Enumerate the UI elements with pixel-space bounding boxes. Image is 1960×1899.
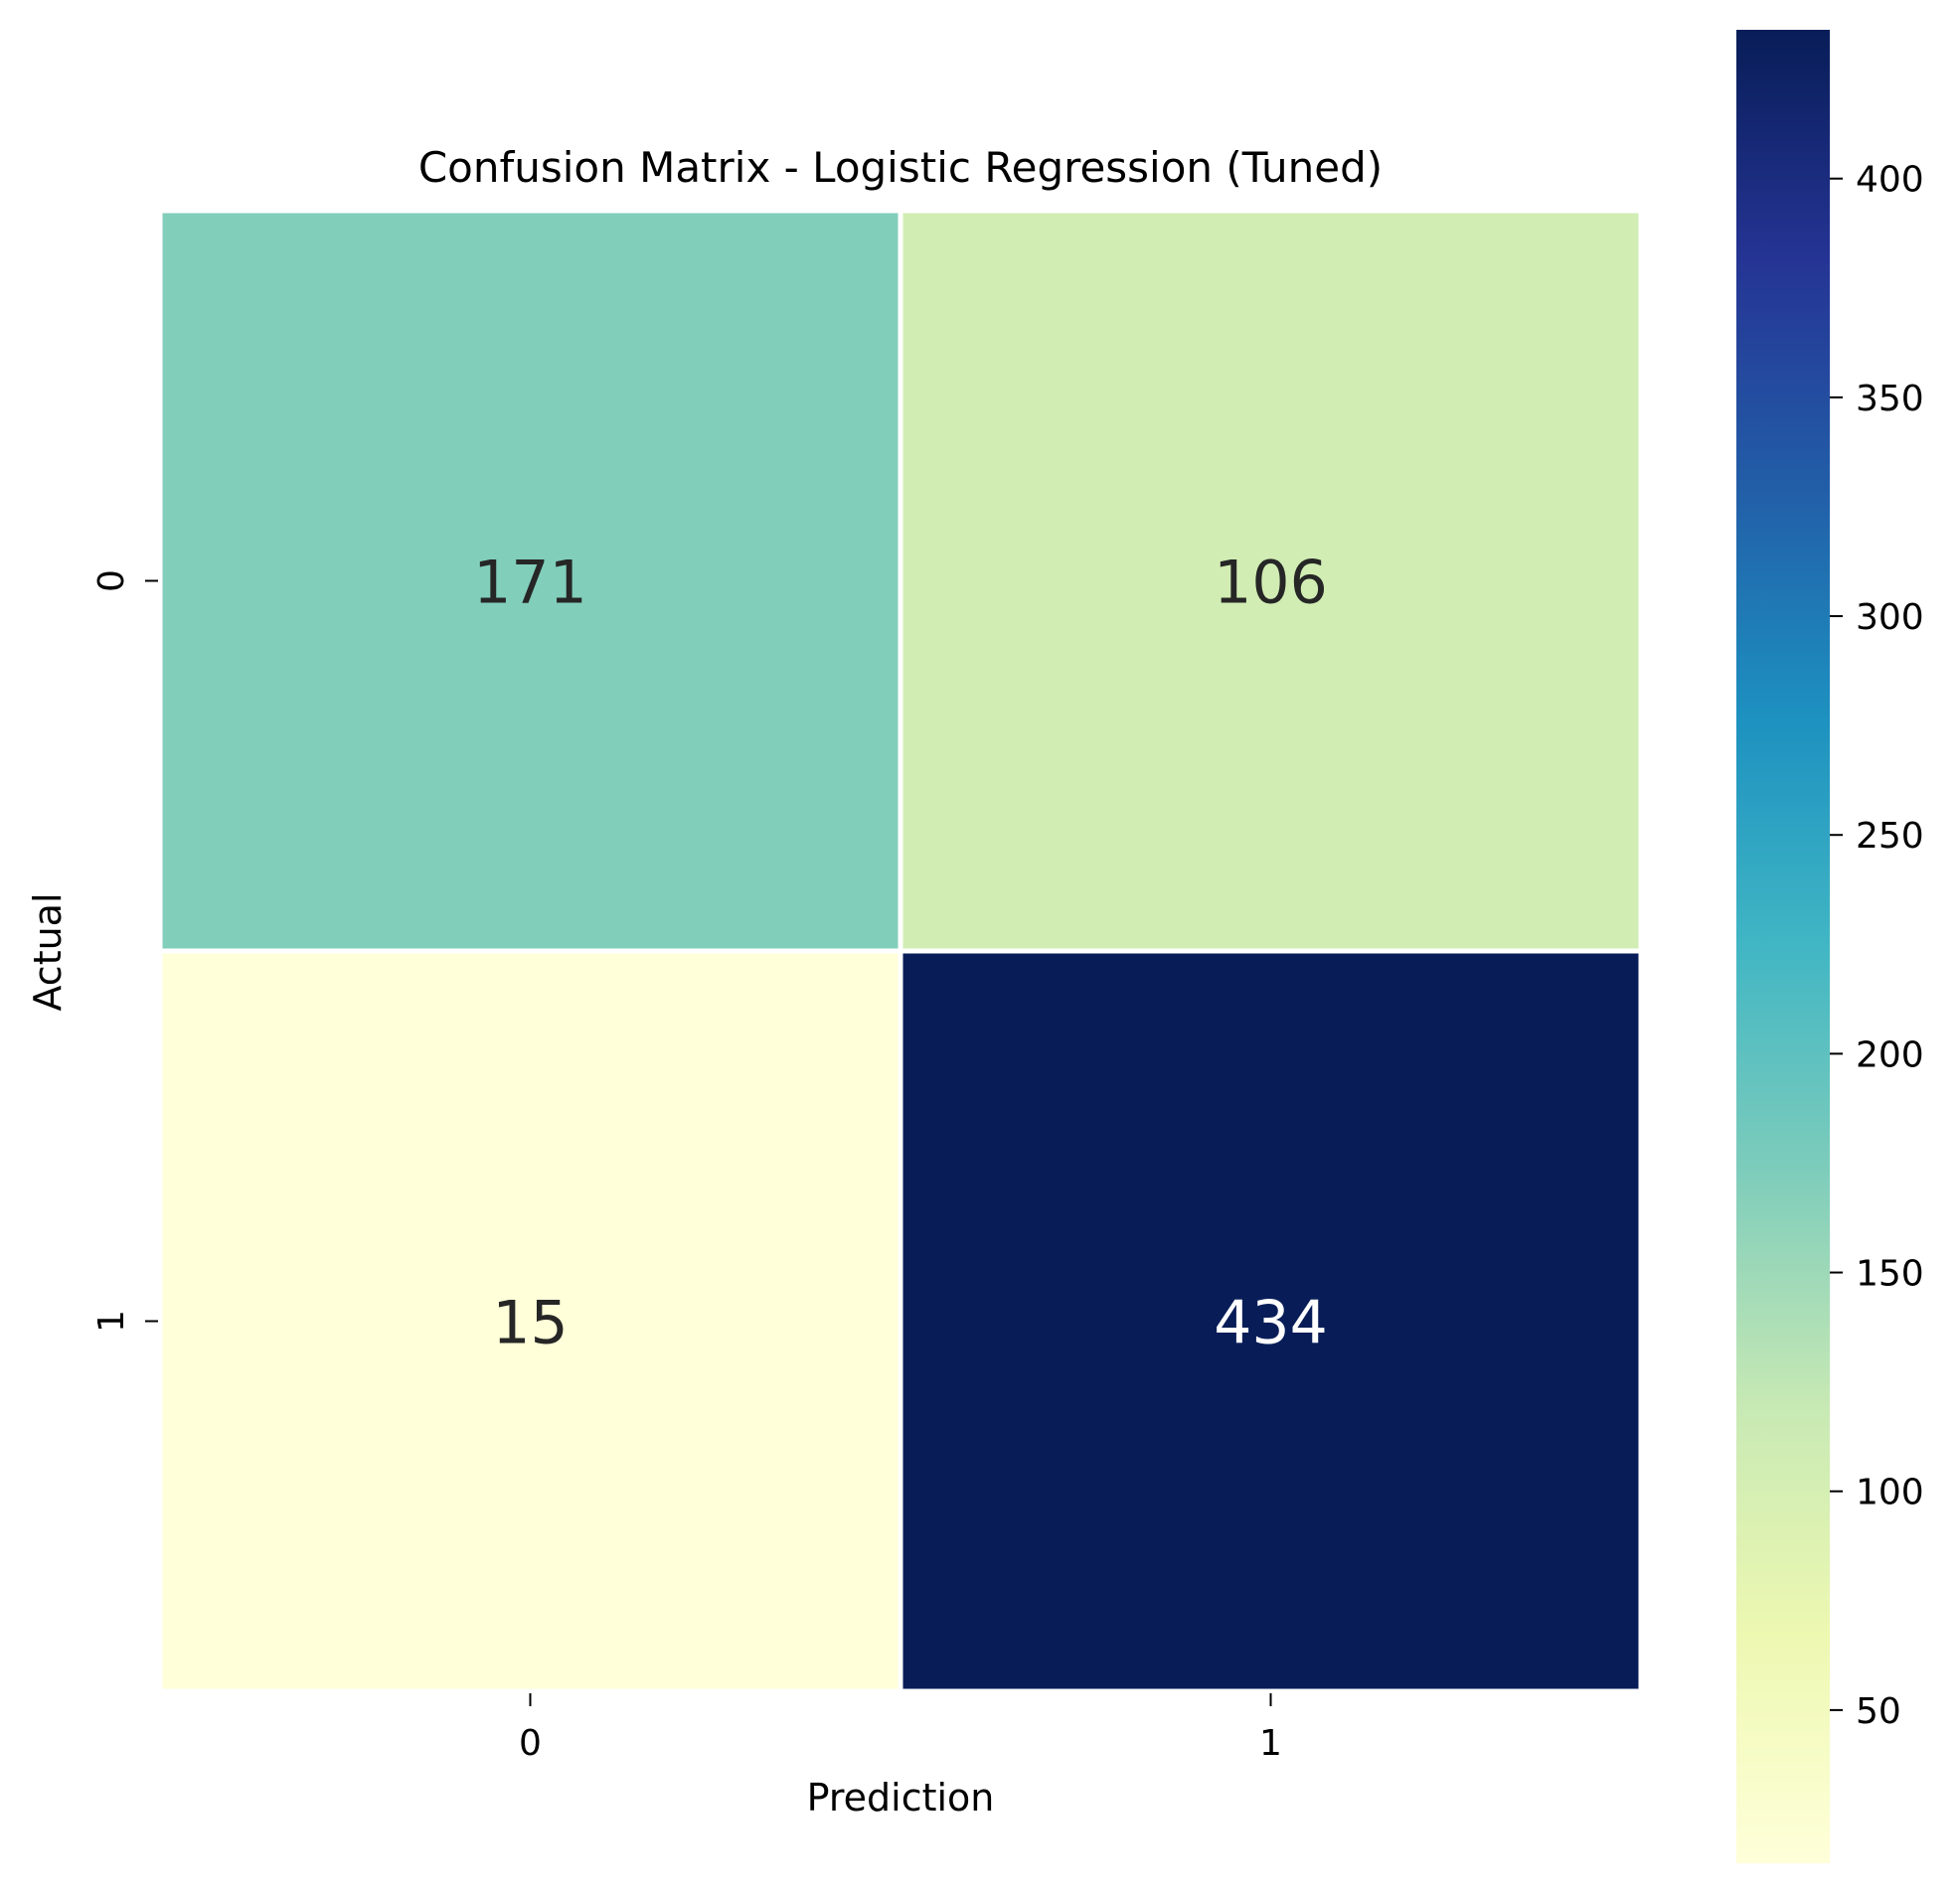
- colorbar-tick-label: 100: [1856, 1473, 1924, 1513]
- x-tick-label: 1: [1259, 1723, 1282, 1764]
- cell-value-label-0-1: 106: [1214, 549, 1328, 618]
- cell-value-label-1-1: 434: [1214, 1289, 1328, 1358]
- colorbar-tick-label: 350: [1856, 379, 1924, 419]
- colorbar: [1736, 30, 1830, 1863]
- heatmap-cell-0-1: [898, 208, 1644, 954]
- chart-title: Confusion Matrix - Logistic Regression (…: [418, 143, 1383, 192]
- heatmap-cell-1-0: [157, 948, 903, 1694]
- x-tick-label: 0: [519, 1723, 542, 1764]
- colorbar-tick-label: 300: [1856, 597, 1924, 638]
- y-tick-label: 0: [91, 569, 132, 592]
- colorbar-tick-label: 50: [1856, 1691, 1901, 1732]
- colorbar-ticks: 50 100 150 200 250 300 350 400: [1830, 160, 1924, 1732]
- heatmap-cells: 171 106 15 434: [157, 208, 1644, 1694]
- cell-value-label-0-0: 171: [473, 549, 587, 618]
- colorbar-tick-label: 150: [1856, 1254, 1924, 1295]
- colorbar-tick-label: 200: [1856, 1034, 1924, 1075]
- cell-value-label-1-0: 15: [492, 1289, 568, 1358]
- colorbar-tick-label: 250: [1856, 816, 1924, 857]
- y-tick-label: 1: [91, 1310, 132, 1333]
- colorbar-tick-label: 400: [1856, 160, 1924, 201]
- x-axis-label: Prediction: [807, 1776, 995, 1820]
- heatmap-cell-1-1: [898, 948, 1644, 1694]
- heatmap-cell-0-0: [157, 208, 903, 954]
- y-axis-ticks: 01: [91, 569, 158, 1333]
- y-axis-label: Actual: [26, 892, 70, 1011]
